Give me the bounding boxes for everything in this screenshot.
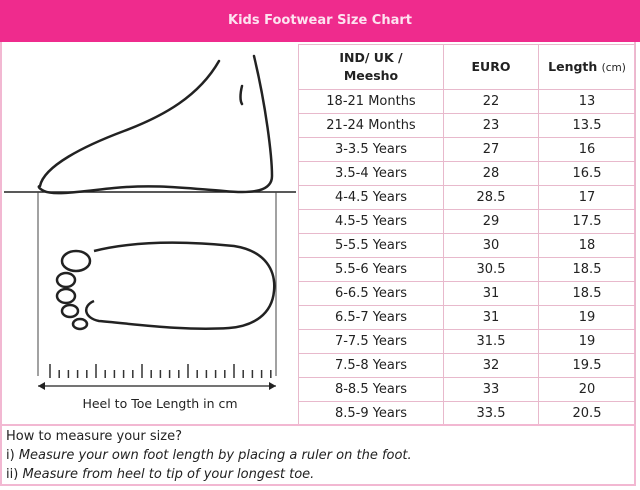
table-row: 18-21 Months 22 13 — [298, 89, 636, 114]
euro-cell: 32 — [443, 353, 539, 378]
table-row: 3-3.5 Years 27 16 — [298, 137, 636, 162]
size-cell: 18-21 Months — [298, 89, 444, 114]
size-cell: 3-3.5 Years — [298, 137, 444, 162]
instructions-heading: How to measure your size? — [6, 429, 182, 444]
table-row: 21-24 Months 23 13.5 — [298, 113, 636, 138]
measure-instructions: How to measure your size? i) Measure you… — [6, 429, 412, 482]
table-row: 6.5-7 Years 31 19 — [298, 305, 636, 330]
euro-cell: 27 — [443, 137, 539, 162]
euro-cell: 29 — [443, 209, 539, 234]
table-row: 5-5.5 Years 30 18 — [298, 233, 636, 258]
euro-cell: 23 — [443, 113, 539, 138]
length-cell: 18.5 — [538, 281, 636, 306]
length-cell: 18.5 — [538, 257, 636, 282]
size-cell: 5.5-6 Years — [298, 257, 444, 282]
table-row: 7-7.5 Years 31.5 19 — [298, 329, 636, 354]
instruction-step-1: Measure your own foot length by placing … — [18, 448, 412, 463]
size-cell: 5-5.5 Years — [298, 233, 444, 258]
table-row: 5.5-6 Years 30.5 18.5 — [298, 257, 636, 282]
length-cell: 18 — [538, 233, 636, 258]
length-cell: 19 — [538, 329, 636, 354]
size-cell: 3.5-4 Years — [298, 161, 444, 186]
euro-cell: 31 — [443, 305, 539, 330]
size-cell: 6-6.5 Years — [298, 281, 444, 306]
foot-sole-view — [85, 241, 276, 330]
euro-cell: 30.5 — [443, 257, 539, 282]
size-cell: 8.5-9 Years — [298, 401, 444, 426]
instruction-step-2: Measure from heel to tip of your longest… — [22, 467, 315, 482]
header-size: IND/ UK / Meesho — [298, 44, 444, 90]
euro-cell: 22 — [443, 89, 539, 114]
foot-side-view — [37, 54, 274, 195]
divider — [2, 424, 636, 426]
length-cell: 20 — [538, 377, 636, 402]
length-cell: 19.5 — [538, 353, 636, 378]
size-cell: 21-24 Months — [298, 113, 444, 138]
size-cell: 4-4.5 Years — [298, 185, 444, 210]
length-cell: 13.5 — [538, 113, 636, 138]
euro-cell: 31.5 — [443, 329, 539, 354]
table-row: 4-4.5 Years 28.5 17 — [298, 185, 636, 210]
euro-cell: 28 — [443, 161, 539, 186]
foot-measurement-diagram: Heel to Toe Length in cm — [4, 54, 296, 411]
euro-cell: 30 — [443, 233, 539, 258]
header-euro: EURO — [443, 44, 539, 90]
ruler-ticks — [49, 364, 272, 378]
length-cell: 19 — [538, 305, 636, 330]
ruler-label: Heel to Toe Length in cm — [82, 396, 237, 411]
chart-title: Kids Footwear Size Chart — [0, 0, 640, 42]
euro-cell: 31 — [443, 281, 539, 306]
size-cell: 8-8.5 Years — [298, 377, 444, 402]
length-cell: 16 — [538, 137, 636, 162]
euro-cell: 33 — [443, 377, 539, 402]
length-cell: 17.5 — [538, 209, 636, 234]
table-row: 8-8.5 Years 33 20 — [298, 377, 636, 402]
table-row: 8.5-9 Years 33.5 20.5 — [298, 401, 636, 426]
size-cell: 4.5-5 Years — [298, 209, 444, 234]
table-header-row: IND/ UK / Meesho EURO Length (cm) — [298, 44, 636, 90]
length-cell: 16.5 — [538, 161, 636, 186]
size-cell: 6.5-7 Years — [298, 305, 444, 330]
table-row: 7.5-8 Years 32 19.5 — [298, 353, 636, 378]
euro-cell: 33.5 — [443, 401, 539, 426]
euro-cell: 28.5 — [443, 185, 539, 210]
table-row: 3.5-4 Years 28 16.5 — [298, 161, 636, 186]
length-cell: 20.5 — [538, 401, 636, 426]
length-cell: 13 — [538, 89, 636, 114]
table-row: 6-6.5 Years 31 18.5 — [298, 281, 636, 306]
table-row: 4.5-5 Years 29 17.5 — [298, 209, 636, 234]
size-cell: 7.5-8 Years — [298, 353, 444, 378]
header-length: Length (cm) — [538, 44, 636, 90]
size-table: IND/ UK / Meesho EURO Length (cm) 18-21 M… — [298, 44, 636, 426]
length-cell: 17 — [538, 185, 636, 210]
size-cell: 7-7.5 Years — [298, 329, 444, 354]
